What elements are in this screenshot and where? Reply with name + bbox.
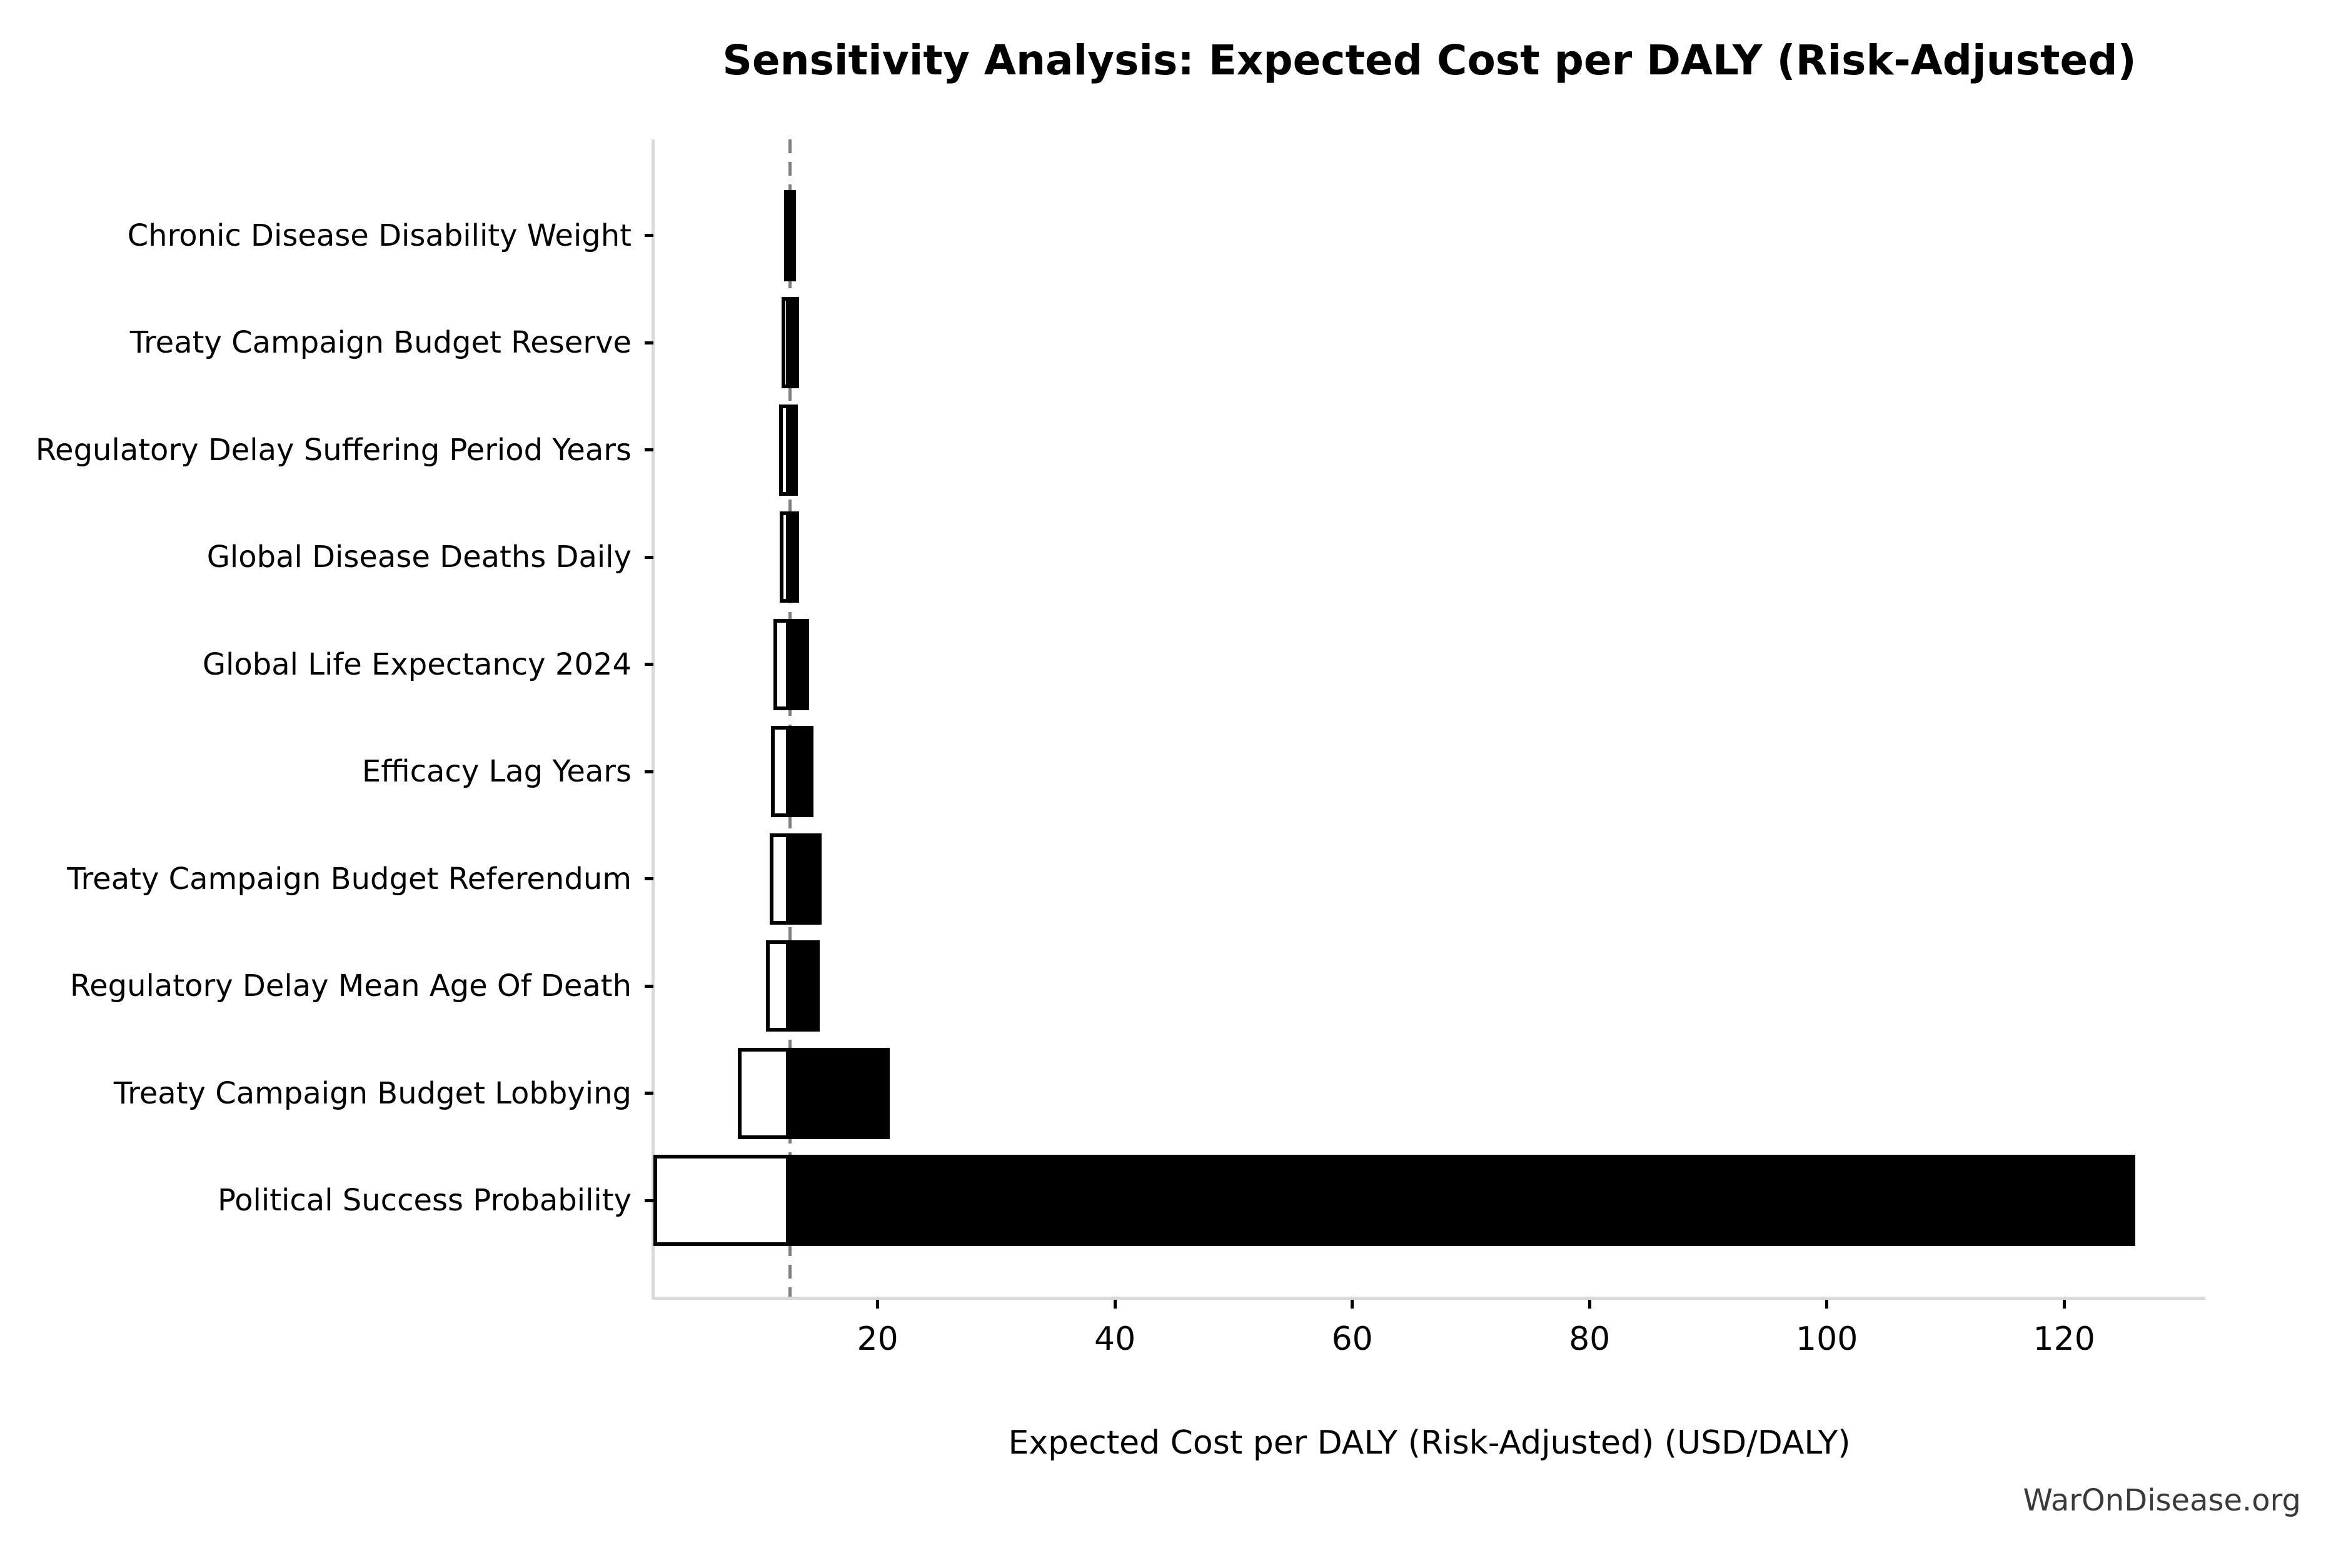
y-tick-mark: [645, 984, 653, 988]
y-tick-mark: [645, 448, 653, 452]
y-axis-spine: [652, 139, 655, 1300]
tornado-bar-high: [790, 1155, 2136, 1247]
x-tick-label: 60: [1331, 1320, 1373, 1358]
x-tick-mark: [1825, 1300, 1829, 1309]
y-tick-mark: [645, 1092, 653, 1095]
chart-title: Sensitivity Analysis: Expected Cost per …: [722, 36, 2137, 84]
y-tick-mark: [645, 555, 653, 559]
tornado-bar-low: [766, 940, 790, 1032]
tornado-bar-low: [781, 297, 790, 389]
y-tick-label: Global Life Expectancy 2024: [202, 646, 632, 682]
x-tick-label: 20: [857, 1320, 899, 1358]
watermark-text: WarOnDisease.org: [2023, 1483, 2301, 1518]
y-tick-mark: [645, 234, 653, 238]
y-tick-label: Regulatory Delay Suffering Period Years: [35, 432, 632, 468]
tornado-bar-low: [780, 511, 790, 603]
y-tick-label: Political Success Probability: [217, 1183, 632, 1219]
x-tick-label: 120: [2033, 1320, 2095, 1358]
x-axis-spine: [652, 1297, 2205, 1300]
tornado-bar-high: [790, 618, 809, 710]
tornado-bar-low: [770, 726, 790, 818]
y-tick-mark: [645, 663, 653, 666]
tornado-bar-low: [783, 189, 792, 281]
x-tick-mark: [2062, 1300, 2066, 1309]
tornado-bar-high: [790, 511, 800, 603]
y-tick-label: Treaty Campaign Budget Lobbying: [113, 1075, 632, 1111]
tornado-bar-low: [779, 404, 790, 496]
tornado-bar-high: [790, 297, 800, 389]
tornado-bar-low: [769, 833, 790, 925]
y-tick-label: Global Disease Deaths Daily: [206, 540, 632, 575]
tornado-bar-high: [790, 726, 814, 818]
tornado-bar-high: [790, 833, 822, 925]
y-tick-label: Chronic Disease Disability Weight: [127, 218, 632, 253]
tornado-bar-low: [773, 618, 790, 710]
x-tick-label: 80: [1569, 1320, 1611, 1358]
y-tick-mark: [645, 1199, 653, 1202]
y-tick-label: Efficacy Lag Years: [361, 754, 632, 790]
x-tick-label: 100: [1796, 1320, 1858, 1358]
tornado-bar-high: [790, 189, 796, 281]
x-tick-mark: [1113, 1300, 1117, 1309]
y-tick-label: Treaty Campaign Budget Referendum: [67, 861, 632, 897]
y-tick-label: Regulatory Delay Mean Age Of Death: [69, 968, 632, 1004]
tornado-bar-high: [790, 404, 798, 496]
tornado-bar-high: [790, 1047, 890, 1139]
tornado-bar-low: [653, 1155, 790, 1247]
tornado-bar-low: [737, 1047, 790, 1139]
x-tick-mark: [1351, 1300, 1354, 1309]
baseline-dashed-line: [788, 139, 792, 1297]
x-tick-mark: [1588, 1300, 1591, 1309]
y-tick-label: Treaty Campaign Budget Reserve: [129, 325, 632, 361]
y-tick-mark: [645, 877, 653, 881]
tornado-bar-high: [790, 940, 820, 1032]
x-axis-label: Expected Cost per DALY (Risk-Adjusted) (…: [1008, 1424, 1851, 1462]
y-tick-mark: [645, 341, 653, 344]
x-tick-mark: [876, 1300, 880, 1309]
y-tick-mark: [645, 770, 653, 773]
x-tick-label: 40: [1094, 1320, 1136, 1358]
